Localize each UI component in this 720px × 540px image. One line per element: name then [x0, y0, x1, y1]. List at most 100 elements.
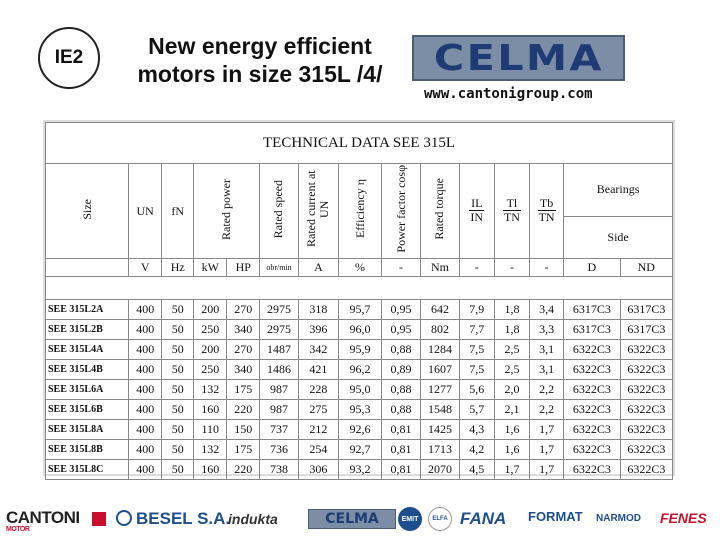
table-cell: 6317C3: [563, 299, 621, 320]
table-cell: 132: [193, 379, 228, 400]
table-cell: 400: [128, 439, 163, 460]
header-rated-speed: Rated speed: [259, 163, 299, 259]
table-cell: 200: [193, 299, 228, 320]
table-cell: 110: [193, 419, 228, 440]
table-cell: 50: [161, 379, 195, 400]
table-cell: 228: [297, 379, 340, 400]
motor-size-cell: SEE 315L6B: [44, 399, 130, 420]
table-cell: 6317C3: [563, 319, 621, 340]
table-cell: 2975: [259, 319, 299, 340]
unit-cell: D: [563, 258, 621, 277]
table-cell: 50: [161, 339, 195, 360]
motor-size-cell: SEE 315L8C: [44, 459, 130, 480]
table-cell: 95,3: [338, 399, 382, 420]
table-cell: 3,1: [529, 339, 565, 360]
table-cell: 0,88: [380, 379, 422, 400]
table-cell: 92,7: [338, 439, 382, 460]
table-cell: 6322C3: [619, 379, 674, 400]
table-cell: 93,2: [338, 459, 382, 480]
table-cell: 7,5: [458, 339, 495, 360]
table-cell: 2,5: [493, 339, 531, 360]
header-tl-tn: Tl TN: [493, 163, 531, 259]
table-cell: 1,8: [493, 319, 531, 340]
table-cell: 1425: [420, 419, 460, 440]
table-cell: 1486: [259, 359, 299, 380]
table-cell: 802: [420, 319, 460, 340]
table-cell: 50: [161, 419, 195, 440]
table-cell: 50: [161, 319, 195, 340]
table-cell: 6322C3: [563, 399, 621, 420]
table-cell: 1,7: [493, 459, 531, 480]
motor-size-cell: SEE 315L4A: [44, 339, 130, 360]
table-cell: 6322C3: [563, 339, 621, 360]
motor-size-cell: SEE 315L2B: [44, 319, 130, 340]
table-cell: 6317C3: [619, 319, 674, 340]
technical-data-sheet: TECHNICAL DATA SEE 315L Size UN fN Rated…: [43, 120, 675, 480]
table-cell: 0,95: [380, 299, 422, 320]
besel-logo: BESEL S.A.: [136, 509, 231, 528]
table-cell: 6322C3: [619, 359, 674, 380]
table-cell: 95,0: [338, 379, 382, 400]
table-cell: 738: [259, 459, 299, 480]
table-cell: 987: [259, 399, 299, 420]
table-cell: 1487: [259, 339, 299, 360]
table-cell: 95,7: [338, 299, 382, 320]
table-cell: 2,1: [493, 399, 531, 420]
cantoni-logo: CANTONI MOTOR: [6, 508, 80, 533]
table-cell: 96,0: [338, 319, 382, 340]
table-cell: 270: [226, 339, 261, 360]
table-cell: 737: [259, 419, 299, 440]
unit-cell: -: [529, 258, 565, 277]
table-cell: 5,7: [458, 399, 495, 420]
table-cell: 270: [226, 299, 261, 320]
table-row: SEE 315L6B 400 50 160 220 987 275 95,3 0,88 1548 5…: [44, 399, 674, 420]
table-row: SEE 315L6A 400 50 132 175 987 228 95,0 0,88 1277 5…: [44, 379, 674, 400]
header-efficiency: Efficiency η: [338, 163, 382, 259]
table-cell: 2,5: [493, 359, 531, 380]
table-cell: 2070: [420, 459, 460, 480]
table-cell: 6322C3: [619, 439, 674, 460]
table-cell: 0,81: [380, 439, 422, 460]
table-cell: 400: [128, 359, 163, 380]
table-cell: 220: [226, 399, 261, 420]
table-cell: 7,5: [458, 359, 495, 380]
partner-logos-footer: CANTONI MOTOR BESEL S.A. indukta CELMA E…: [0, 500, 720, 540]
table-cell: 6322C3: [619, 419, 674, 440]
table-row: SEE 315L2B 400 50 250 340 2975 396 96,0 0,95 802 7…: [44, 319, 674, 340]
table-cell: 400: [128, 339, 163, 360]
title-line-1: New energy efficient: [148, 33, 372, 59]
table-cell: 254: [297, 439, 340, 460]
table-cell: 160: [193, 399, 228, 420]
table-cell: 400: [128, 399, 163, 420]
unit-cell: obr/min: [259, 258, 299, 277]
table-cell: 7,7: [458, 319, 495, 340]
table-row: SEE 315L8C 400 50 160 220 738 306 93,2 0,81 2070 4…: [44, 459, 674, 480]
unit-cell: V: [128, 258, 163, 277]
table-cell: 1713: [420, 439, 460, 460]
motor-size-cell: SEE 315L2A: [44, 299, 130, 320]
table-row: SEE 315L4A 400 50 200 270 1487 342 95,9 0,88 1284…: [44, 339, 674, 360]
table-cell: 1,7: [529, 439, 565, 460]
table-cell: 7,9: [458, 299, 495, 320]
table-cell: 342: [297, 339, 340, 360]
motor-size-cell: SEE 315L4B: [44, 359, 130, 380]
slide-title: New energy efficient motors in size 315L…: [120, 32, 400, 88]
table-cell: 6322C3: [563, 419, 621, 440]
table-cell: 50: [161, 399, 195, 420]
table-cell: 1,7: [529, 459, 565, 480]
table-cell: 421: [297, 359, 340, 380]
table-body: SEE 315L2A 400 50 200 270 2975 318 95,7 0,95 642 7…: [44, 299, 674, 480]
unit-cell: Nm: [420, 258, 460, 277]
celma-logo: CELMA: [412, 35, 625, 81]
table-row: SEE 315L8A 400 50 110 150 737 212 92,6 0,81 1425 4…: [44, 419, 674, 440]
unit-size-blank: [44, 258, 130, 277]
table-cell: 50: [161, 299, 195, 320]
table-cell: 736: [259, 439, 299, 460]
table-cell: 1,6: [493, 439, 531, 460]
table-cell: 306: [297, 459, 340, 480]
header-tb-tn: Tb TN: [529, 163, 565, 259]
ie2-badge: IE2: [38, 27, 100, 89]
unit-cell: -: [493, 258, 531, 277]
table-cell: 250: [193, 319, 228, 340]
motor-size-cell: SEE 315L6A: [44, 379, 130, 400]
